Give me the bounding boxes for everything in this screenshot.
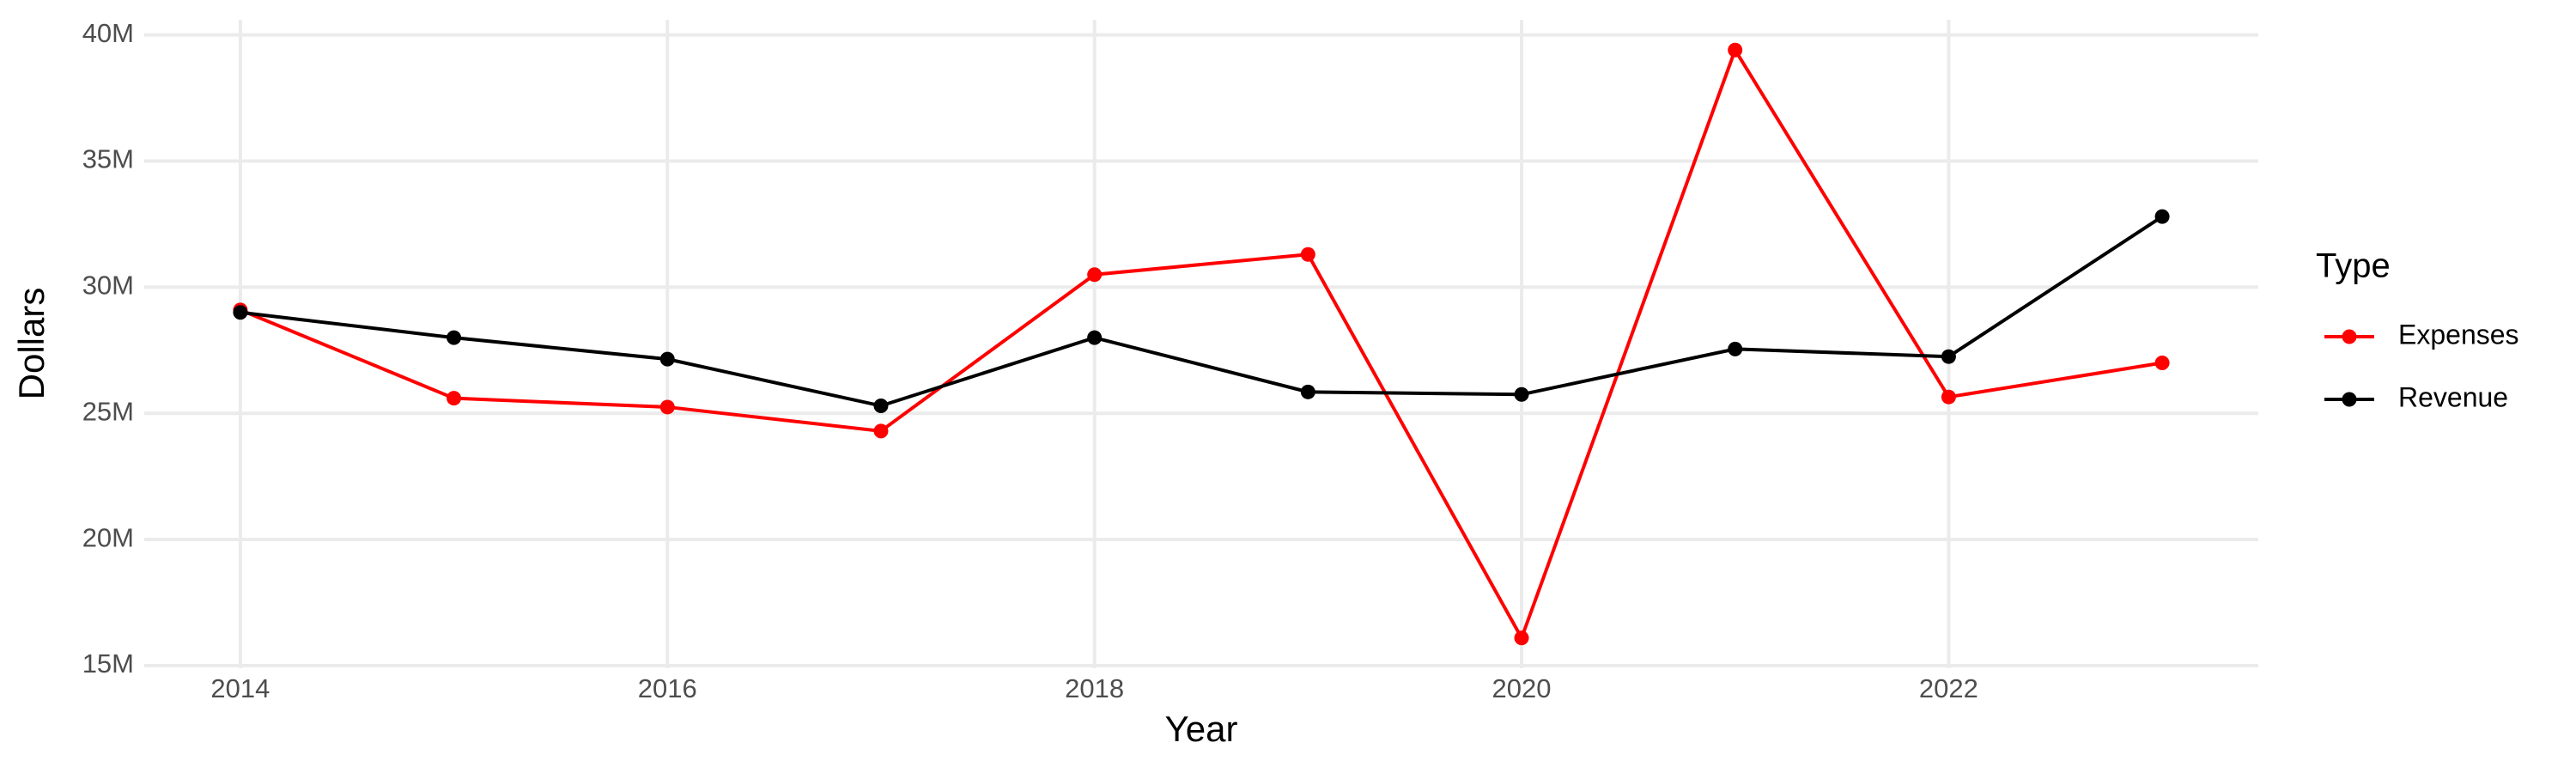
x-axis-title: Year (1165, 709, 1238, 749)
data-point (873, 423, 889, 439)
y-tick-label: 15M (82, 648, 134, 679)
grid (144, 20, 2258, 668)
legend-label: Expenses (2398, 319, 2519, 350)
y-tick-label: 20M (82, 522, 134, 552)
legend-key-point (2342, 329, 2357, 344)
data-point (659, 399, 675, 415)
data-point (1728, 341, 1743, 356)
data-point (1300, 384, 1315, 399)
data-point (1941, 389, 1956, 405)
data-point (2154, 356, 2170, 371)
data-point (447, 391, 462, 406)
data-point (873, 398, 889, 413)
x-tick-label: 2020 (1492, 673, 1552, 703)
y-axis-title: Dollars (11, 288, 52, 400)
data-point (1941, 349, 1956, 364)
data-point (2154, 209, 2170, 224)
y-tick-label: 40M (82, 18, 134, 48)
legend-key-point (2342, 392, 2357, 407)
series-line (240, 46, 2163, 642)
data-point (447, 330, 462, 345)
data-point (1728, 42, 1743, 58)
x-tick-label: 2022 (1919, 673, 1978, 703)
legend-title: Type (2316, 247, 2391, 285)
data-point (1087, 267, 1103, 283)
x-tick-label: 2014 (210, 673, 270, 703)
y-tick-label: 25M (82, 396, 134, 426)
y-tick-label: 35M (82, 144, 134, 174)
x-tick-label: 2016 (638, 673, 697, 703)
data-point (1514, 386, 1529, 402)
y-tick-label: 30M (82, 271, 134, 301)
data-point (1300, 247, 1315, 262)
data-point (233, 305, 248, 320)
data-point (1087, 330, 1103, 345)
data-point (1514, 630, 1529, 646)
legend-label: Revenue (2398, 381, 2508, 412)
series-line (240, 215, 2164, 408)
x-tick-label: 2018 (1065, 673, 1124, 703)
data-point (659, 351, 675, 367)
